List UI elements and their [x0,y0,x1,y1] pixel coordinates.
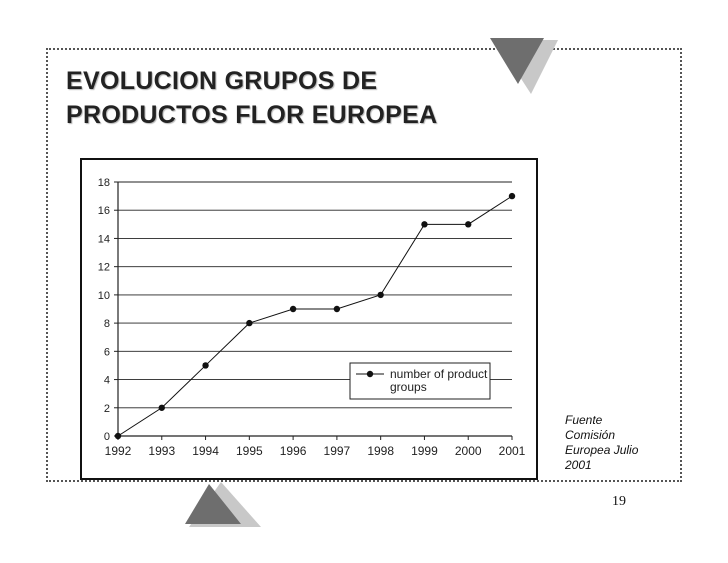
legend-box [349,362,491,400]
y-tick-label: 6 [104,346,110,358]
x-tick-label: 1995 [236,444,263,458]
data-point-1993 [158,404,165,411]
data-point-1998 [377,291,384,299]
source-line-3: Europea Julio [565,443,639,457]
y-tick-label: 4 [104,375,110,387]
x-tick-label: 1999 [411,444,438,458]
gridlines [118,181,512,409]
x-tick-label: 1998 [367,444,394,458]
y-tick-label: 12 [98,262,110,274]
decorative-triangle-top [490,38,558,94]
title-line-2: PRODUCTOS FLOR EUROPEA [66,101,438,129]
source-note: Fuente Comisión Europea Julio 2001 [565,413,675,473]
source-line-4: 2001 [565,458,592,472]
y-tick-label: 8 [104,318,110,330]
slide-title: EVOLUCION GRUPOS DE PRODUCTOS FLOR EUROP… [66,64,437,132]
axes [114,181,513,440]
data-point-1994 [202,362,209,369]
data-point-1996 [289,305,297,313]
data-point-2000 [465,221,472,228]
y-tick-label: 0 [104,431,110,443]
legend-label-line-1: number of product [390,367,488,381]
chart-container: 0 2 4 6 8 10 12 14 16 18 1992 1993 1994 1995 1996 1997… [80,158,538,480]
y-tick-label: 14 [98,233,110,245]
source-line-2: Comisión [565,428,616,442]
legend-marker [366,370,374,378]
data-point-1995 [246,319,253,327]
legend-label-line-2: groups [390,380,427,394]
x-tick-labels: 1992 1993 1994 1995 1996 1997 1998 1999 2000 2001 [105,444,526,458]
x-tick-label: 1992 [105,444,132,458]
slide-frame [46,48,682,482]
x-tick-label: 2000 [455,444,482,458]
series-line [117,195,513,437]
y-tick-labels: 0 2 4 6 8 10 12 14 16 18 [98,177,110,443]
decorative-triangle-bottom [185,482,261,527]
page-number: 19 [612,494,626,509]
x-tick-label: 1994 [192,444,219,458]
source-line-1: Fuente [565,413,603,427]
y-tick-label: 16 [98,205,110,217]
line-chart: 0 2 4 6 8 10 12 14 16 18 1992 1993 1994 1995 1996 1997… [98,177,526,458]
data-point-1997 [333,305,341,313]
x-tick-label: 1997 [324,444,351,458]
x-tick-label: 2001 [499,444,526,458]
data-point-2001 [508,192,516,200]
data-point-1992 [114,432,122,440]
x-tick-label: 1993 [148,444,175,458]
y-tick-label: 2 [104,403,110,415]
data-point-1999 [421,221,428,228]
y-tick-label: 10 [98,290,110,302]
series-number-of-product-groups [114,192,516,440]
y-tick-label: 18 [98,177,110,189]
x-tick-label: 1996 [280,444,307,458]
title-line-1: EVOLUCION GRUPOS DE [66,67,378,95]
